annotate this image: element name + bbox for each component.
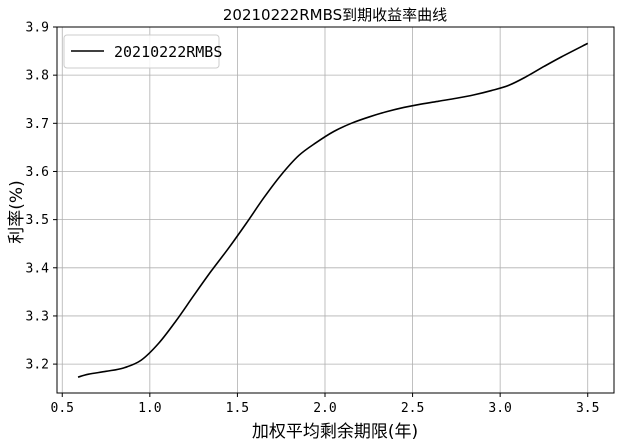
y-tick-label: 3.5 (26, 213, 49, 228)
y-ticks: 3.2 3.3 3.4 3.5 3.6 3.7 3.8 3.9 (26, 21, 57, 373)
x-tick-label: 3.5 (576, 401, 599, 416)
legend-box (63, 34, 220, 69)
y-tick-label: 3.4 (26, 261, 50, 276)
x-tick-label: 0.5 (51, 401, 74, 416)
x-tick-label: 1.0 (138, 401, 161, 416)
y-tick-label: 3.7 (26, 117, 49, 132)
chart-title: 20210222RMBS到期收益率曲线 (223, 6, 447, 24)
x-tick-label: 2.0 (313, 401, 336, 416)
series-layer (77, 42, 589, 378)
x-tick-label: 2.5 (401, 401, 424, 416)
y-axis-label: 利率(%) (7, 180, 27, 243)
x-axis-label: 加权平均剩余期限(年) (252, 422, 418, 442)
y-tick-label: 3.2 (26, 358, 49, 373)
legend: 20210222RMBS (63, 34, 222, 69)
y-tick-label: 3.6 (26, 165, 49, 180)
series-line (77, 42, 589, 378)
x-ticks: 0.5 1.0 1.5 2.0 2.5 3.0 3.5 (51, 393, 599, 416)
x-tick-label: 1.5 (226, 401, 249, 416)
legend-label: 20210222RMBS (114, 43, 222, 61)
y-tick-label: 3.9 (26, 21, 49, 36)
y-tick-label: 3.8 (26, 69, 49, 84)
x-tick-label: 3.0 (488, 401, 511, 416)
plot-frame (56, 26, 615, 394)
y-tick-label: 3.3 (26, 309, 49, 324)
